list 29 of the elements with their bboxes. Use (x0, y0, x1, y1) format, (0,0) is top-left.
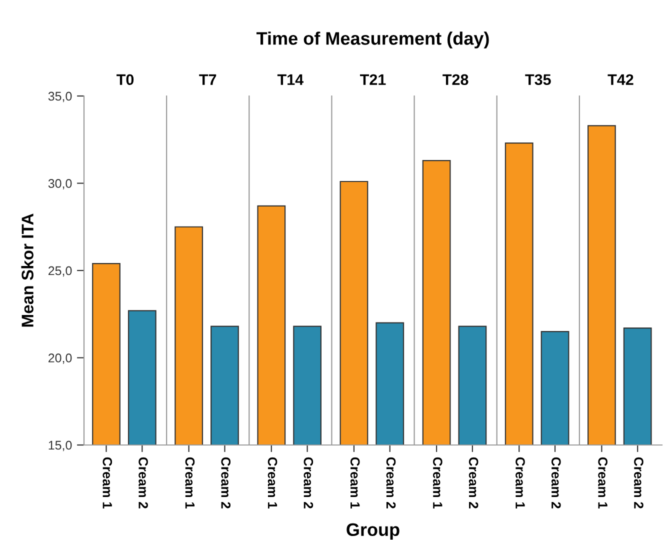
x-tick-label: Cream 1 (268, 457, 278, 509)
x-tick-label: Cream 2 (386, 457, 396, 508)
chart-title: T35 (525, 74, 551, 86)
text: Time of Measurement (day) (256, 32, 489, 48)
x-tick-label: Cream 1 (350, 457, 360, 509)
x-axis-title: Group (346, 523, 400, 540)
chart-title: T21 (360, 74, 386, 85)
x-tick-label: Cream 1 (516, 457, 525, 509)
chart-title: T0 (116, 74, 134, 86)
y-tick-label: 30,0 (48, 179, 72, 190)
y-tick-label: 20,0 (48, 354, 72, 364)
x-tick-label: Cream 2 (138, 457, 148, 508)
x-tick-label: Cream 2 (304, 457, 314, 508)
y-tick-label: 35,0 (48, 92, 72, 102)
chart-title: T7 (199, 74, 216, 85)
x-tick-label: Cream 1 (185, 457, 195, 509)
x-tick-label: Cream 2 (221, 457, 231, 508)
x-tick-label: Cream 2 (634, 457, 644, 508)
x-tick-label: Cream 1 (433, 457, 442, 509)
chart-title: T14 (277, 74, 304, 85)
chart-title: T42 (608, 74, 634, 85)
y-axis-title: Mean Skor ITA (21, 214, 34, 327)
x-tick-label: Cream 1 (102, 457, 112, 509)
x-tick-label: Cream 2 (468, 457, 478, 508)
x-tick-label: Cream 2 (551, 457, 561, 508)
y-tick-label: 15,0 (48, 440, 72, 452)
y-tick-label: 25,0 (48, 266, 72, 277)
chart-title: T28 (442, 74, 468, 86)
x-tick-label: Cream 1 (598, 457, 608, 509)
